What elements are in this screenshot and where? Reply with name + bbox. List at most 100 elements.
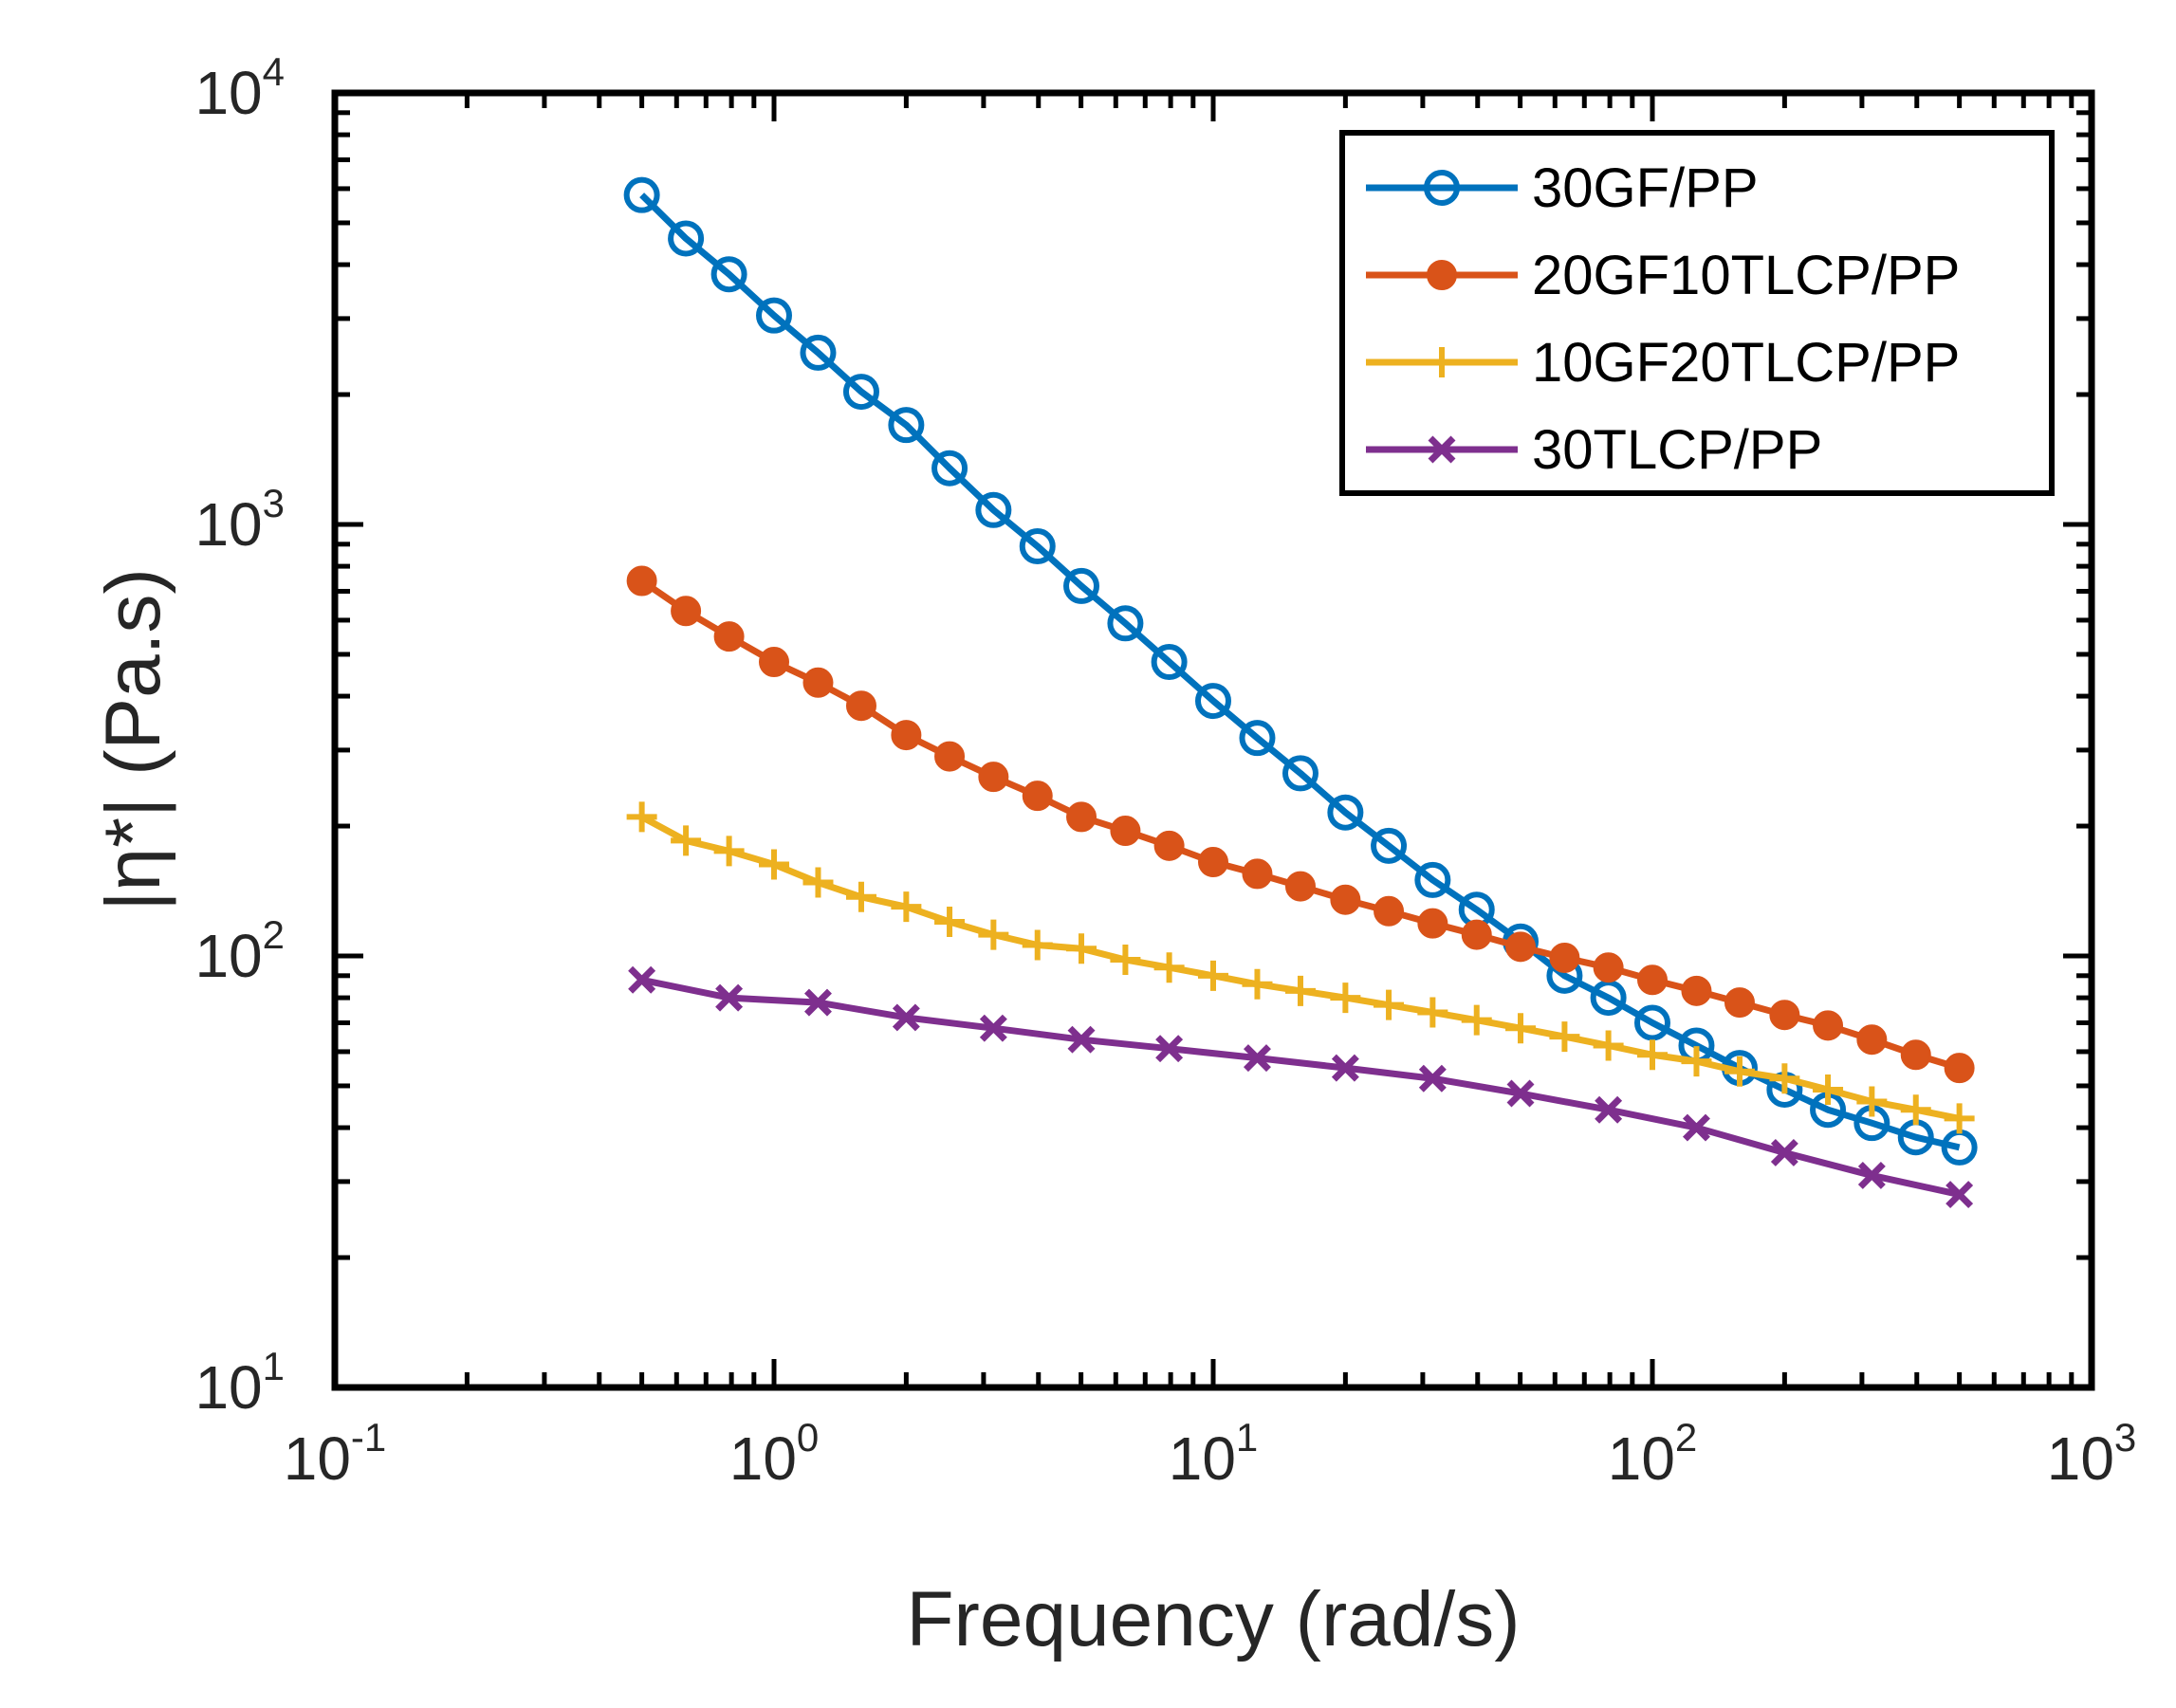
data-point — [1900, 1039, 1931, 1071]
data-point — [1110, 816, 1141, 847]
data-point — [1063, 567, 1100, 604]
data-point — [671, 596, 702, 627]
data-point — [1505, 931, 1537, 963]
data-point — [1681, 975, 1712, 1006]
data-point — [1242, 858, 1273, 890]
data-point — [1284, 871, 1316, 902]
data-point — [1856, 1086, 1888, 1117]
data-point — [1770, 1138, 1798, 1166]
legend-label: 30GF/PP — [1532, 157, 1759, 219]
data-point — [1427, 260, 1457, 290]
y-tick-label: 103 — [194, 481, 285, 559]
series-3 — [626, 801, 1975, 1134]
data-point — [978, 762, 1009, 793]
data-point — [1243, 1044, 1271, 1073]
data-point — [1945, 1181, 1974, 1209]
data-point — [1461, 1004, 1492, 1036]
data-point — [1284, 975, 1316, 1006]
legend-entry: 20GF10TLCP/PP — [1366, 245, 1960, 306]
data-point — [1857, 1161, 1886, 1189]
data-point — [710, 256, 747, 293]
data-point — [1198, 847, 1228, 878]
y-tick-label: 101 — [194, 1344, 285, 1422]
data-point — [1198, 960, 1228, 991]
data-point — [802, 867, 834, 898]
data-point — [1195, 683, 1231, 720]
data-point — [715, 983, 744, 1012]
data-point — [1066, 933, 1097, 964]
data-point — [1414, 861, 1451, 898]
data-point — [1153, 952, 1185, 983]
data-point — [934, 906, 966, 937]
data-point — [1813, 1010, 1844, 1041]
y-tick-label: 104 — [194, 49, 285, 127]
data-point — [756, 297, 792, 334]
data-point — [1107, 605, 1144, 642]
data-point — [1549, 942, 1580, 973]
data-point — [1461, 919, 1492, 950]
data-point — [1110, 944, 1141, 975]
data-point — [1066, 801, 1097, 833]
tick-labels: 10-1 100 101 102 103 101 102 103 104 — [194, 49, 2136, 1493]
legend-label: 20GF10TLCP/PP — [1532, 245, 1960, 306]
data-point — [1682, 1113, 1710, 1142]
data-point — [759, 849, 789, 880]
data-point — [1282, 755, 1319, 792]
data-point — [888, 407, 925, 444]
data-point — [845, 690, 876, 722]
data-point — [1418, 1064, 1447, 1093]
data-point — [1022, 929, 1053, 961]
data-point — [978, 919, 1009, 950]
x-tick-label: 102 — [1608, 1415, 1698, 1493]
series-2 — [626, 565, 1975, 1084]
data-point — [1724, 1056, 1755, 1087]
legend-entry: 30TLCP/PP — [1366, 419, 1822, 481]
data-point — [1155, 1035, 1184, 1063]
data-point — [1856, 1024, 1888, 1056]
data-point — [1242, 968, 1273, 1000]
x-tick-label: 10-1 — [284, 1415, 387, 1493]
data-point — [1724, 987, 1755, 1019]
legend-label: 30TLCP/PP — [1532, 419, 1822, 481]
data-point — [626, 801, 657, 833]
data-point — [713, 621, 745, 652]
data-point — [1417, 997, 1448, 1028]
data-point — [845, 881, 876, 912]
data-point — [1374, 895, 1405, 927]
legend-label: 10GF20TLCP/PP — [1532, 332, 1960, 394]
data-point — [1330, 884, 1361, 915]
data-point — [1634, 1004, 1670, 1041]
y-axis-title: |η*| (Pa.s) — [90, 568, 176, 911]
data-point — [1067, 1025, 1096, 1054]
data-point — [803, 988, 832, 1017]
data-point — [979, 1014, 1007, 1042]
data-point — [1151, 644, 1188, 681]
data-point — [1944, 1103, 1975, 1134]
data-point — [668, 220, 705, 257]
x-axis-title: Frequency (rad/s) — [906, 1576, 1520, 1662]
data-point — [1944, 1053, 1975, 1084]
data-point — [1424, 170, 1460, 206]
data-point — [892, 1003, 920, 1032]
data-point — [1019, 528, 1056, 565]
data-point — [1595, 1095, 1623, 1124]
data-point — [1813, 1074, 1844, 1105]
data-point — [1505, 1013, 1537, 1044]
series-4 — [628, 965, 1974, 1209]
series-layer — [623, 176, 1978, 1209]
data-point — [713, 836, 745, 867]
plot-area-frame — [331, 89, 2095, 1391]
data-point — [1374, 989, 1405, 1020]
data-point — [1427, 347, 1457, 377]
data-point — [1593, 1030, 1624, 1061]
data-point — [759, 647, 789, 678]
data-point — [891, 891, 922, 923]
data-point — [626, 565, 657, 597]
data-point — [1417, 908, 1448, 939]
legend-entry: 30GF/PP — [1366, 157, 1759, 219]
data-point — [1506, 1079, 1535, 1108]
data-point — [1428, 435, 1456, 464]
data-point — [1769, 1000, 1800, 1031]
data-point — [1327, 794, 1364, 831]
data-point — [623, 176, 660, 213]
